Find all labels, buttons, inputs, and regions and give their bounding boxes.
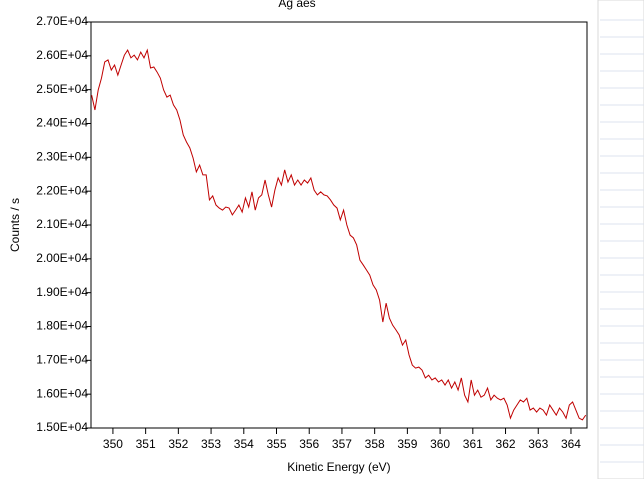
y-tick-label: 1.50E+04 xyxy=(36,420,88,434)
y-tick-label: 1.80E+04 xyxy=(36,319,88,333)
x-tick-label: 352 xyxy=(168,437,188,451)
chart-title: Ag aes xyxy=(278,0,315,10)
y-tick-label: 2.40E+04 xyxy=(36,116,88,130)
data-line xyxy=(91,48,587,421)
y-tick-label: 1.70E+04 xyxy=(36,353,88,367)
y-tick-label: 2.30E+04 xyxy=(36,150,88,164)
y-tick-label: 2.60E+04 xyxy=(36,48,88,62)
x-tick-label: 351 xyxy=(136,437,156,451)
x-tick-label: 360 xyxy=(430,437,450,451)
x-tick-label: 355 xyxy=(266,437,286,451)
plot-frame xyxy=(90,21,588,429)
x-tick-label: 353 xyxy=(201,437,221,451)
y-tick-label: 2.50E+04 xyxy=(36,82,88,96)
y-tick-label: 2.10E+04 xyxy=(36,217,88,231)
y-tick-label: 2.00E+04 xyxy=(36,251,88,265)
x-tick-label: 363 xyxy=(528,437,548,451)
x-tick-label: 362 xyxy=(496,437,516,451)
x-tick-label: 357 xyxy=(332,437,352,451)
x-tick-label: 361 xyxy=(463,437,483,451)
y-tick-label: 2.20E+04 xyxy=(36,183,88,197)
y-tick-label: 2.70E+04 xyxy=(36,14,88,28)
side-panel xyxy=(597,0,644,479)
x-tick-label: 358 xyxy=(365,437,385,451)
x-tick-label: 364 xyxy=(561,437,581,451)
x-tick-label: 350 xyxy=(103,437,123,451)
y-tick-label: 1.60E+04 xyxy=(36,386,88,400)
x-tick-label: 359 xyxy=(397,437,417,451)
x-tick-label: 354 xyxy=(234,437,254,451)
y-tick-label: 1.90E+04 xyxy=(36,285,88,299)
x-axis-label: Kinetic Energy (eV) xyxy=(287,460,390,474)
y-axis-label: Counts / s xyxy=(8,198,22,252)
x-tick-label: 356 xyxy=(299,437,319,451)
